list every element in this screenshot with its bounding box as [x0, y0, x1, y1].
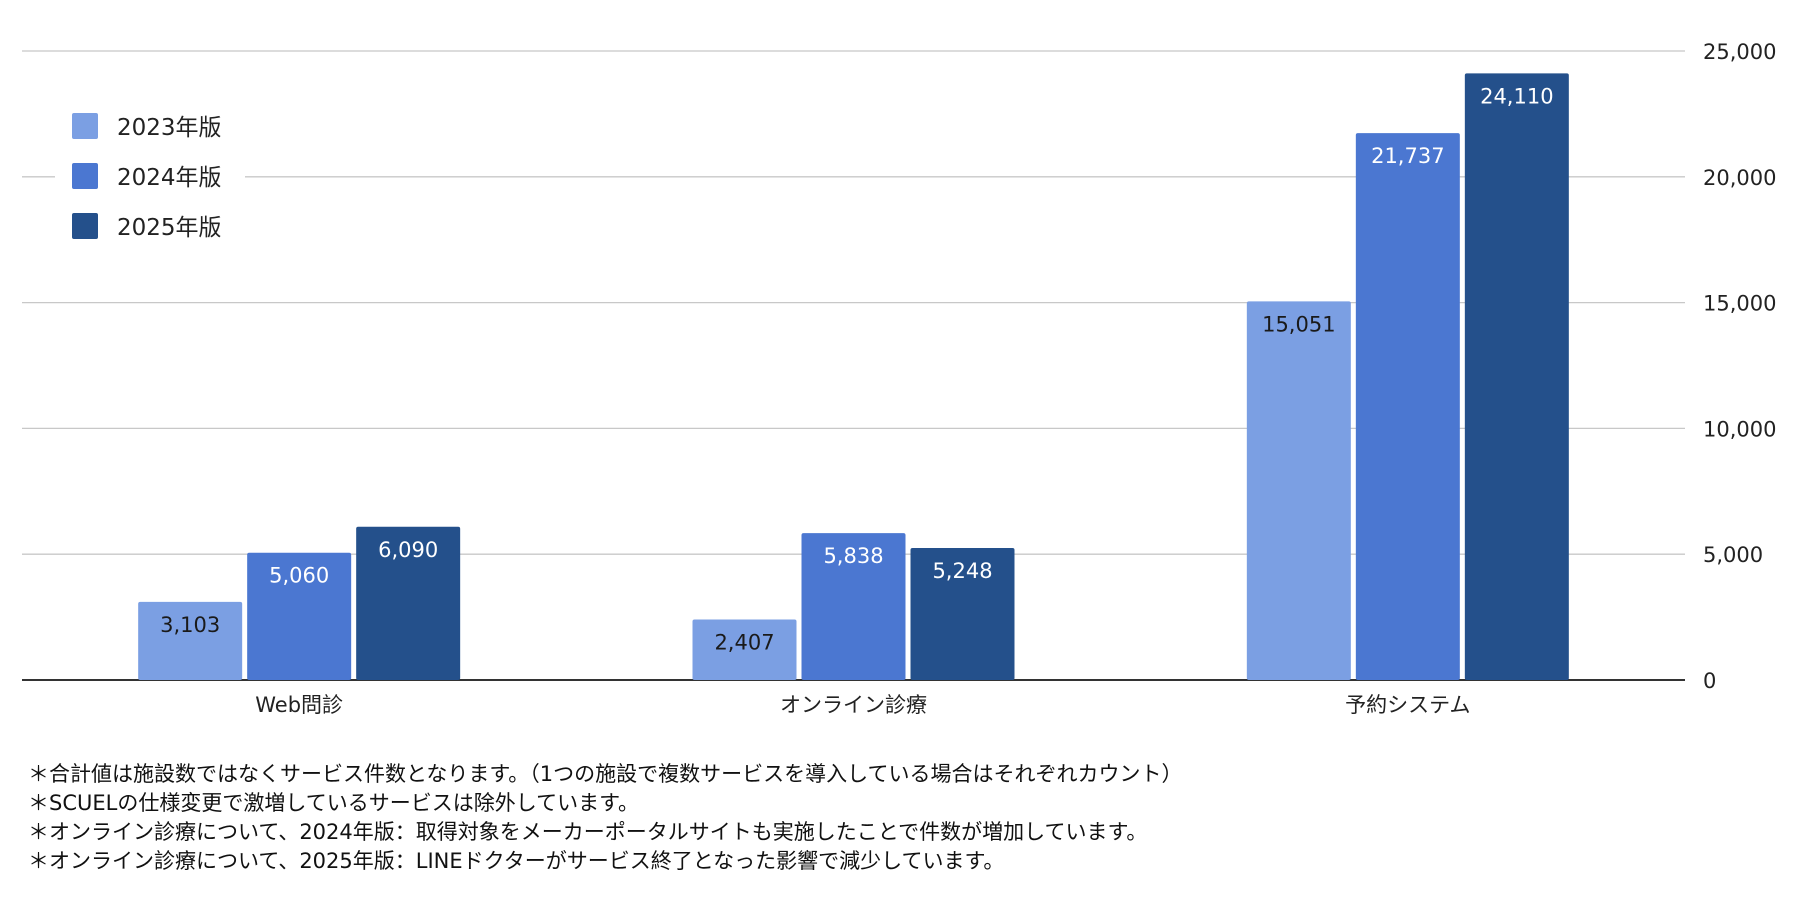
- legend-swatch: [72, 213, 98, 239]
- x-axis-category-labels: Web問診 オンライン診療 予約システム: [255, 693, 1470, 717]
- bar-value-label: 5,838: [823, 544, 883, 568]
- bar: [138, 601, 243, 680]
- bar: [1246, 301, 1351, 680]
- footnotes: ＊合計値は施設数ではなくサービス件数となります。（1つの施設で複数サービスを導入…: [28, 760, 1788, 876]
- bar-value-label: 2,407: [714, 630, 774, 654]
- legend-label: 2024年版: [117, 165, 222, 191]
- y-tick-label: 5,000: [1703, 543, 1763, 567]
- bar-value-label: 15,051: [1262, 312, 1335, 336]
- legend-swatch: [72, 163, 98, 189]
- value-labels: 3,103 5,060 6,090 2,407 5,838 5,248 15,051 21,7…: [160, 84, 1553, 654]
- x-category-label: Web問診: [255, 693, 343, 717]
- legend-swatch: [72, 113, 98, 139]
- bar: [692, 619, 797, 680]
- bar: [247, 552, 352, 680]
- bar-value-label: 6,090: [378, 538, 438, 562]
- bar-value-label: 3,103: [160, 613, 220, 637]
- y-tick-label: 25,000: [1703, 40, 1776, 64]
- bar: [801, 533, 906, 680]
- footnote: ＊オンライン診療について、2024年版：取得対象をメーカーポータルサイトも実施し…: [28, 820, 1148, 844]
- bar-chart: 3,103 5,060 6,090 2,407 5,838 5,248 15,051 21,7…: [22, 40, 1776, 717]
- bar-value-label: 21,737: [1371, 144, 1444, 168]
- bar-value-label: 5,060: [269, 564, 329, 588]
- footnote: ＊SCUELの仕様変更で激増しているサービスは除外しています。: [28, 791, 639, 815]
- footnote: ＊オンライン診療について、2025年版：LINEドクターがサービス終了となった影…: [28, 849, 1005, 873]
- x-category-label: オンライン診療: [780, 693, 927, 717]
- x-category-label: 予約システム: [1345, 693, 1470, 717]
- y-axis-tick-labels: 0 5,000 10,000 15,000 20,000 25,000: [1703, 40, 1776, 693]
- bar: [356, 526, 461, 680]
- y-tick-label: 0: [1703, 669, 1716, 693]
- bar: [910, 547, 1015, 680]
- y-tick-label: 20,000: [1703, 166, 1776, 190]
- footnote: ＊合計値は施設数ではなくサービス件数となります。（1つの施設で複数サービスを導入…: [28, 762, 1183, 786]
- bar-value-label: 5,248: [932, 559, 992, 583]
- y-tick-label: 15,000: [1703, 292, 1776, 316]
- bar-value-label: 24,110: [1480, 84, 1553, 108]
- legend: 2023年版 2024年版 2025年版: [55, 100, 245, 250]
- bar: [1355, 133, 1460, 681]
- bars: [138, 73, 1569, 681]
- legend-label: 2025年版: [117, 215, 222, 241]
- bar: [1464, 73, 1569, 681]
- legend-label: 2023年版: [117, 115, 222, 141]
- y-tick-label: 10,000: [1703, 417, 1776, 441]
